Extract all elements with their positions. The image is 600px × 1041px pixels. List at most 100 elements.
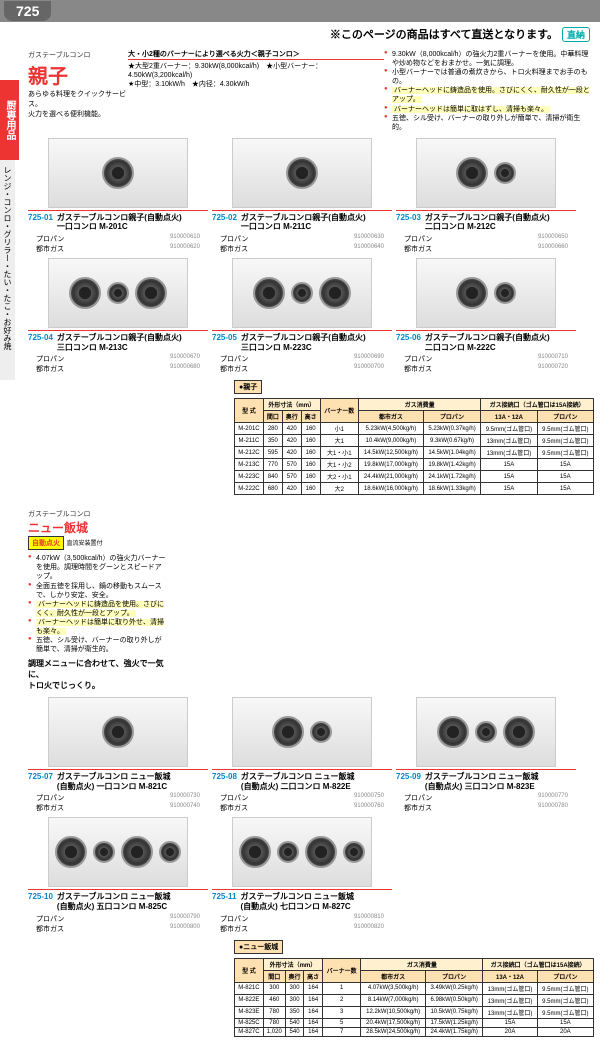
product-image bbox=[232, 258, 372, 328]
product-image bbox=[48, 697, 188, 767]
product-image bbox=[416, 258, 556, 328]
burner-icon bbox=[55, 836, 87, 868]
product-name: ガステーブルコンロ親子(自動点火) 二口コンロ M-212C bbox=[425, 213, 550, 232]
table1-title: ●親子 bbox=[234, 380, 262, 394]
product-image bbox=[416, 138, 556, 208]
gas-options: プロパン910000690都市ガス910000700 bbox=[212, 354, 392, 374]
product-code: 725-09 bbox=[396, 772, 421, 791]
gas-options: プロパン910000810都市ガス910000820 bbox=[212, 914, 392, 934]
gas-options: プロパン910000670都市ガス910000680 bbox=[28, 354, 208, 374]
product-card: 725-06ガステーブルコンロ親子(自動点火) 二口コンロ M-222C プロパン… bbox=[396, 258, 576, 374]
gas-options: プロパン910000730都市ガス910000740 bbox=[28, 793, 208, 813]
product-image bbox=[48, 138, 188, 208]
product-card: 725-09ガステーブルコンロ ニュー飯城 (自動点火) 三口コンロ M-823… bbox=[396, 697, 576, 813]
product-name: ガステーブルコンロ親子(自動点火) 二口コンロ M-222C bbox=[425, 333, 550, 352]
burner-icon bbox=[494, 162, 516, 184]
gas-options: プロパン910000630都市ガス910000640 bbox=[212, 234, 392, 254]
auto-ignition-badge: 自動点火 bbox=[28, 536, 64, 550]
product-code: 725-10 bbox=[28, 892, 53, 911]
gas-options: プロパン910000650都市ガス910000660 bbox=[396, 234, 576, 254]
section-oyako-header: ガステーブルコンロ 親子 あらゆる料理をクイックサービス。 火力を選べる便利機能… bbox=[28, 50, 594, 132]
section1-features: 9.30kW（8,000kcal/h）の強火力2重バーナーを使用。中華料理や炒め… bbox=[384, 50, 594, 132]
burner-icon bbox=[102, 157, 134, 189]
product-card: 725-01ガステーブルコンロ親子(自動点火) 一口コンロ M-201C プロパン… bbox=[28, 138, 208, 254]
table2-title: ●ニュー飯城 bbox=[234, 940, 283, 954]
product-name: ガステーブルコンロ親子(自動点火) 三口コンロ M-223C bbox=[241, 333, 366, 352]
burner-icon bbox=[277, 841, 299, 863]
burner-icon bbox=[475, 721, 497, 743]
sidebar: 厨専用品 レンジ・コンロ・グリラー・たい・たこ・お好み焼 bbox=[0, 80, 18, 680]
product-code: 725-07 bbox=[28, 772, 53, 791]
burner-icon bbox=[239, 836, 271, 868]
spec-table-oyako: 型 式外形寸法（mm）バーナー数ガス消費量ガス接続口（ゴム管口は15A接続）間口… bbox=[234, 398, 594, 495]
product-image bbox=[416, 697, 556, 767]
section2-features: 4.07kW（3,500kcal/h）の強火力バーナーを使用。調理時間をグーンと… bbox=[28, 554, 168, 654]
title-oyako: 親子 bbox=[28, 60, 128, 89]
product-code: 725-01 bbox=[28, 213, 53, 232]
product-image bbox=[48, 817, 188, 887]
gas-options: プロパン910000790都市ガス910000800 bbox=[28, 914, 208, 934]
product-card: 725-11ガステーブルコンロ ニュー飯城 (自動点火) 七口コンロ M-827… bbox=[212, 817, 392, 933]
burner-icon bbox=[135, 277, 167, 309]
product-name: ガステーブルコンロ親子(自動点火) 一口コンロ M-201C bbox=[57, 213, 182, 232]
page-number: 725 bbox=[4, 1, 51, 21]
product-card: 725-08ガステーブルコンロ ニュー飯城 (自動点火) 二口コンロ M-822… bbox=[212, 697, 392, 813]
product-card: 725-10ガステーブルコンロ ニュー飯城 (自動点火) 五口コンロ M-825… bbox=[28, 817, 208, 933]
product-name: ガステーブルコンロ ニュー飯城 (自動点火) 二口コンロ M-822E bbox=[241, 772, 355, 791]
burner-icon bbox=[253, 277, 285, 309]
product-card: 725-04ガステーブルコンロ親子(自動点火) 三口コンロ M-213C プロパン… bbox=[28, 258, 208, 374]
spec-table-hanjo: 型 式外形寸法（mm）バーナー数ガス消費量ガス接続口（ゴム管口は15A接続）間口… bbox=[234, 958, 594, 1037]
burner-icon bbox=[343, 841, 365, 863]
burner-icon bbox=[305, 836, 337, 868]
product-name: ガステーブルコンロ ニュー飯城 (自動点火) 三口コンロ M-823E bbox=[425, 772, 539, 791]
burner-icon bbox=[93, 841, 115, 863]
burner-icon bbox=[310, 721, 332, 743]
gas-options: プロパン910000710都市ガス910000720 bbox=[396, 354, 576, 374]
burner-icon bbox=[159, 841, 181, 863]
product-code: 725-02 bbox=[212, 213, 237, 232]
burner-icon bbox=[319, 277, 351, 309]
badge-direct: 直納 bbox=[562, 27, 590, 42]
burner-icon bbox=[272, 716, 304, 748]
burner-icon bbox=[121, 836, 153, 868]
sidebar-category-red: 厨専用品 bbox=[0, 80, 19, 160]
burner-icon bbox=[69, 277, 101, 309]
product-name: ガステーブルコンロ ニュー飯城 (自動点火) 五口コンロ M-825C bbox=[57, 892, 171, 911]
product-image bbox=[48, 258, 188, 328]
product-code: 725-03 bbox=[396, 213, 421, 232]
product-image bbox=[232, 697, 372, 767]
product-image bbox=[232, 817, 372, 887]
product-image bbox=[232, 138, 372, 208]
sidebar-category-gray: レンジ・コンロ・グリラー・たい・たこ・お好み焼 bbox=[0, 160, 15, 380]
title-hanjo: ニュー飯城 bbox=[28, 519, 168, 536]
burner-icon bbox=[503, 716, 535, 748]
product-code: 725-08 bbox=[212, 772, 237, 791]
product-code: 725-06 bbox=[396, 333, 421, 352]
burner-icon bbox=[456, 157, 488, 189]
burner-icon bbox=[494, 282, 516, 304]
product-code: 725-04 bbox=[28, 333, 53, 352]
gas-options: プロパン910000610都市ガス910000620 bbox=[28, 234, 208, 254]
product-card: 725-05ガステーブルコンロ親子(自動点火) 三口コンロ M-223C プロパン… bbox=[212, 258, 392, 374]
gas-options: プロパン910000770都市ガス910000780 bbox=[396, 793, 576, 813]
burner-icon bbox=[102, 716, 134, 748]
product-code: 725-11 bbox=[212, 892, 236, 911]
product-grid-hanjo: 725-07ガステーブルコンロ ニュー飯城 (自動点火) 一口コンロ M-821… bbox=[28, 697, 594, 933]
page-header: 725 bbox=[0, 0, 600, 22]
product-code: 725-05 bbox=[212, 333, 237, 352]
burner-icon bbox=[291, 282, 313, 304]
product-name: ガステーブルコンロ ニュー飯城 (自動点火) 一口コンロ M-821C bbox=[57, 772, 171, 791]
product-name: ガステーブルコンロ親子(自動点火) 一口コンロ M-211C bbox=[241, 213, 366, 232]
burner-icon bbox=[456, 277, 488, 309]
product-name: ガステーブルコンロ親子(自動点火) 三口コンロ M-213C bbox=[57, 333, 182, 352]
section-hanjo-header: ガステーブルコンロ ニュー飯城 自動点火 直流安装置付 4.07kW（3,500… bbox=[28, 509, 594, 691]
burner-icon bbox=[437, 716, 469, 748]
product-grid-oyako: 725-01ガステーブルコンロ親子(自動点火) 一口コンロ M-201C プロパン… bbox=[28, 138, 594, 374]
burner-icon bbox=[107, 282, 129, 304]
product-name: ガステーブルコンロ ニュー飯城 (自動点火) 七口コンロ M-827C bbox=[240, 892, 354, 911]
product-card: 725-03ガステーブルコンロ親子(自動点火) 二口コンロ M-212C プロパン… bbox=[396, 138, 576, 254]
product-card: 725-02ガステーブルコンロ親子(自動点火) 一口コンロ M-211C プロパン… bbox=[212, 138, 392, 254]
gas-options: プロパン910000750都市ガス910000760 bbox=[212, 793, 392, 813]
burner-icon bbox=[286, 157, 318, 189]
direct-ship-notice: ※このページの商品はすべて直送となります。直納 bbox=[0, 22, 600, 44]
